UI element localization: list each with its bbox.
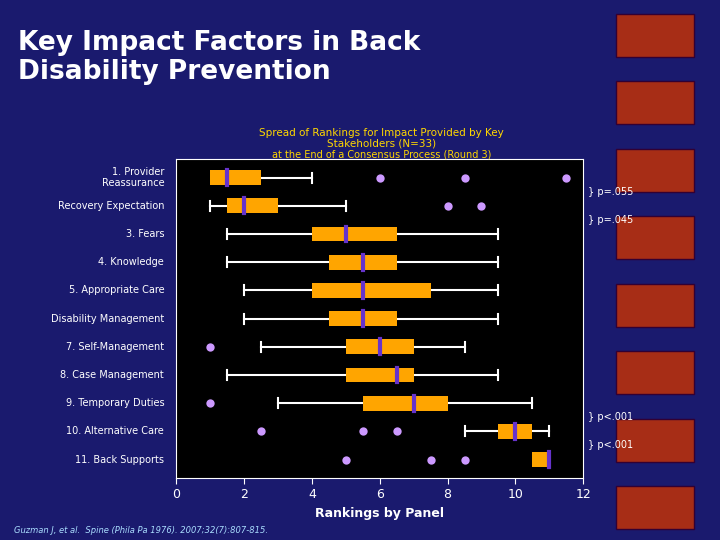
Text: 10. Alternative Care: 10. Alternative Care xyxy=(66,427,164,436)
Bar xyxy=(363,396,448,410)
Text: 1. Provider
Reassurance: 1. Provider Reassurance xyxy=(102,167,164,188)
Bar xyxy=(312,283,431,298)
Bar xyxy=(312,227,397,241)
Bar xyxy=(228,199,278,213)
Text: } p<.001: } p<.001 xyxy=(588,441,634,450)
Text: Disability Management: Disability Management xyxy=(51,314,164,323)
Bar xyxy=(616,351,694,394)
Bar xyxy=(616,148,694,192)
Bar xyxy=(329,255,397,269)
Text: 7. Self-Management: 7. Self-Management xyxy=(66,342,164,352)
Text: 9. Temporary Duties: 9. Temporary Duties xyxy=(66,398,164,408)
Bar xyxy=(346,340,414,354)
Bar xyxy=(616,14,694,57)
Bar xyxy=(616,14,694,57)
Text: Key Impact Factors in Back
Disability Prevention: Key Impact Factors in Back Disability Pr… xyxy=(18,30,420,85)
Text: Guzman J, et al.  Spine (Phila Pa 1976). 2007;32(7):807-815.: Guzman J, et al. Spine (Phila Pa 1976). … xyxy=(14,525,269,535)
Bar xyxy=(498,424,532,438)
Text: Spread of Rankings for Impact Provided by Key: Spread of Rankings for Impact Provided b… xyxy=(259,127,504,138)
Bar xyxy=(616,148,694,192)
Bar xyxy=(532,452,549,467)
Bar xyxy=(616,486,694,529)
Text: 3. Fears: 3. Fears xyxy=(126,229,164,239)
Text: 8. Case Management: 8. Case Management xyxy=(60,370,164,380)
Text: } p=.045: } p=.045 xyxy=(588,215,634,225)
Text: } p=.055: } p=.055 xyxy=(588,187,634,197)
Text: at the End of a Consensus Process (Round 3): at the End of a Consensus Process (Round… xyxy=(272,149,491,159)
Bar xyxy=(616,418,694,462)
Bar xyxy=(616,81,694,124)
Bar xyxy=(329,311,397,326)
Bar xyxy=(616,284,694,327)
Bar xyxy=(210,170,261,185)
Text: 11. Back Supports: 11. Back Supports xyxy=(75,455,164,464)
Bar xyxy=(616,216,694,259)
Bar xyxy=(346,368,414,382)
Text: 5. Appropriate Care: 5. Appropriate Care xyxy=(68,286,164,295)
Bar xyxy=(616,81,694,124)
Bar xyxy=(616,284,694,327)
Bar xyxy=(616,418,694,462)
Text: 4. Knowledge: 4. Knowledge xyxy=(99,257,164,267)
X-axis label: Rankings by Panel: Rankings by Panel xyxy=(315,507,444,520)
Bar xyxy=(616,351,694,394)
Bar xyxy=(616,486,694,529)
Text: Stakeholders (N=33): Stakeholders (N=33) xyxy=(327,138,436,149)
Text: } p<.001: } p<.001 xyxy=(588,412,634,422)
Text: Recovery Expectation: Recovery Expectation xyxy=(58,201,164,211)
Bar xyxy=(616,216,694,259)
